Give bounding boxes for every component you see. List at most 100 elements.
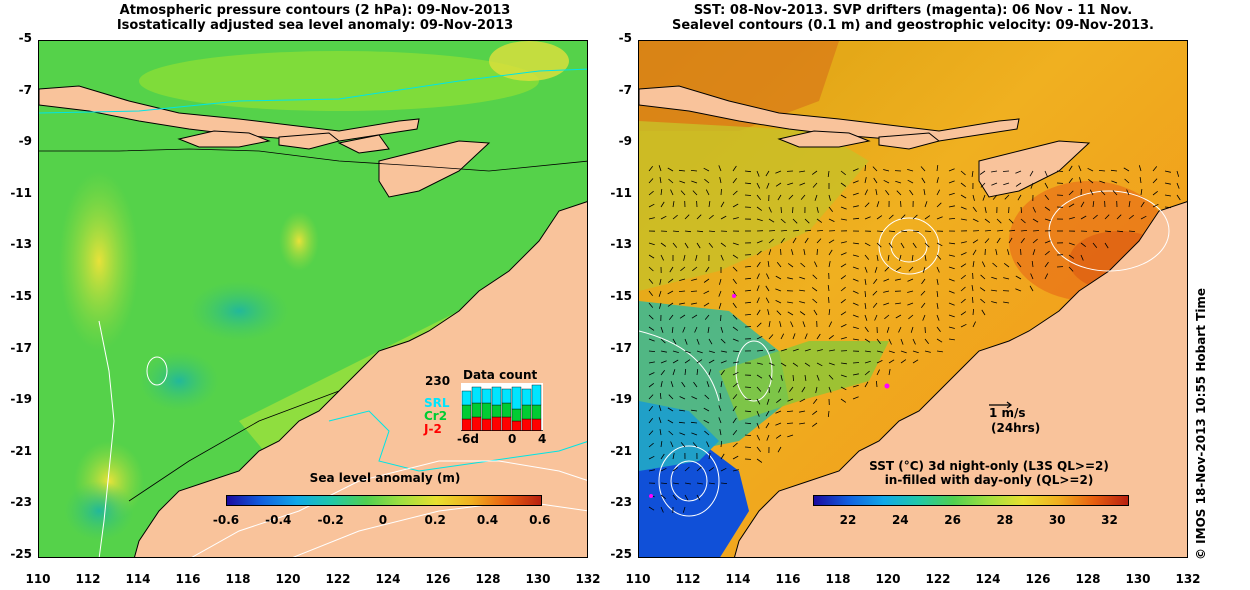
velocity-arrow [875, 189, 878, 196]
velocity-arrow [907, 290, 914, 293]
velocity-arrow [1098, 170, 1106, 172]
velocity-arrow [672, 359, 679, 364]
velocity-arrow [936, 165, 939, 172]
velocity-arrow [873, 278, 878, 285]
velocity-arrow [911, 254, 914, 261]
velocity-arrow [732, 302, 737, 309]
velocity-arrow [972, 194, 975, 201]
velocity-arrow [1015, 288, 1022, 292]
velocity-arrow [1110, 169, 1118, 172]
velocity-arrow [768, 218, 775, 223]
velocity-arrow [660, 254, 664, 261]
velocity-arrow [694, 326, 698, 333]
velocity-arrow [648, 266, 654, 272]
velocity-arrow [840, 298, 846, 304]
x-tick-label: 124 [975, 572, 1001, 586]
velocity-arrow [756, 297, 760, 304]
velocity-arrow [895, 314, 902, 319]
velocity-arrow [948, 290, 955, 294]
data-count-bar [491, 386, 502, 406]
velocity-arrow [648, 217, 655, 220]
velocity-arrow [775, 275, 782, 280]
velocity-arrow [691, 409, 698, 412]
velocity-arrow [732, 278, 737, 285]
velocity-arrow [864, 290, 866, 298]
x-tick-label: 128 [1075, 572, 1101, 586]
velocity-arrow [648, 326, 655, 331]
velocity-arrow [678, 290, 686, 292]
inset-xtick-0: 0 [508, 432, 517, 446]
velocity-arrow [921, 177, 926, 184]
velocity-arrow [804, 348, 811, 352]
inset-series-j2: J-2 [424, 422, 442, 436]
velocity-arrow [799, 301, 806, 304]
velocity-arrow [720, 201, 725, 208]
velocity-arrow [874, 314, 878, 321]
velocity-arrow [960, 298, 966, 304]
data-count-bar [481, 388, 492, 404]
velocity-arrow [840, 252, 847, 256]
velocity-arrow [972, 239, 979, 244]
velocity-arrow [1152, 178, 1158, 184]
velocity-arrow [756, 362, 763, 365]
velocity-arrow [936, 254, 942, 260]
inset-title: Data count [463, 368, 538, 382]
y-tick-label: -23 [610, 495, 632, 510]
velocity-arrow [648, 178, 654, 184]
velocity-arrow [799, 398, 806, 403]
velocity-arrow [1032, 230, 1040, 232]
velocity-arrow [672, 214, 678, 220]
velocity-arrow [864, 278, 867, 285]
velocity-arrow [1104, 230, 1112, 233]
velocity-arrow [1092, 214, 1098, 220]
velocity-arrow [679, 278, 686, 281]
velocity-arrow [936, 326, 941, 333]
velocity-arrow [828, 386, 832, 393]
velocity-arrow [732, 405, 737, 412]
velocity-arrow [1029, 285, 1034, 292]
velocity-arrow [812, 398, 818, 404]
velocity-arrow [684, 359, 691, 364]
y-tick-label: -13 [10, 237, 32, 252]
velocity-arrow [1128, 201, 1131, 208]
velocity-arrow [691, 396, 698, 400]
x-tick-label: 112 [675, 572, 701, 586]
inset-ymax: 230 [425, 374, 451, 388]
velocity-arrow [766, 398, 770, 405]
velocity-arrow [659, 392, 662, 400]
velocity-arrow [1008, 237, 1013, 244]
data-count-bar [501, 416, 512, 431]
velocity-arrow [1017, 194, 1022, 201]
velocity-arrow [936, 314, 940, 321]
y-tick-label: -11 [610, 185, 632, 200]
velocity-arrow [787, 277, 794, 280]
velocity-arrow [672, 350, 679, 353]
velocity-arrow [816, 206, 819, 213]
velocity-arrow [876, 254, 879, 261]
velocity-arrow [1003, 301, 1010, 304]
velocity-arrow [799, 410, 806, 413]
velocity-arrow [912, 338, 916, 345]
velocity-arrow [972, 261, 975, 268]
sst-colorbar-tick: 24 [891, 513, 909, 527]
velocity-arrow [718, 302, 722, 309]
timor-island [378, 140, 491, 198]
velocity-arrow [1044, 240, 1051, 244]
velocity-arrow [776, 262, 782, 268]
velocity-arrow [898, 326, 902, 333]
sla-colorbar-label: Sea level anomaly (m) [309, 471, 461, 485]
data-count-bar [471, 386, 482, 404]
velocity-arrow [852, 168, 859, 172]
velocity-arrow [708, 242, 714, 248]
velocity-arrow [792, 237, 797, 244]
data-count-bar [481, 402, 492, 420]
velocity-arrow [948, 314, 955, 318]
velocity-arrow [756, 446, 762, 452]
velocity-arrow [840, 218, 847, 221]
x-tick-label: 126 [1025, 572, 1051, 586]
velocity-arrow [1032, 218, 1039, 223]
velocity-arrow [912, 214, 918, 220]
velocity-arrow [660, 381, 663, 388]
velocity-arrow [691, 432, 698, 436]
velocity-arrow [991, 301, 998, 304]
